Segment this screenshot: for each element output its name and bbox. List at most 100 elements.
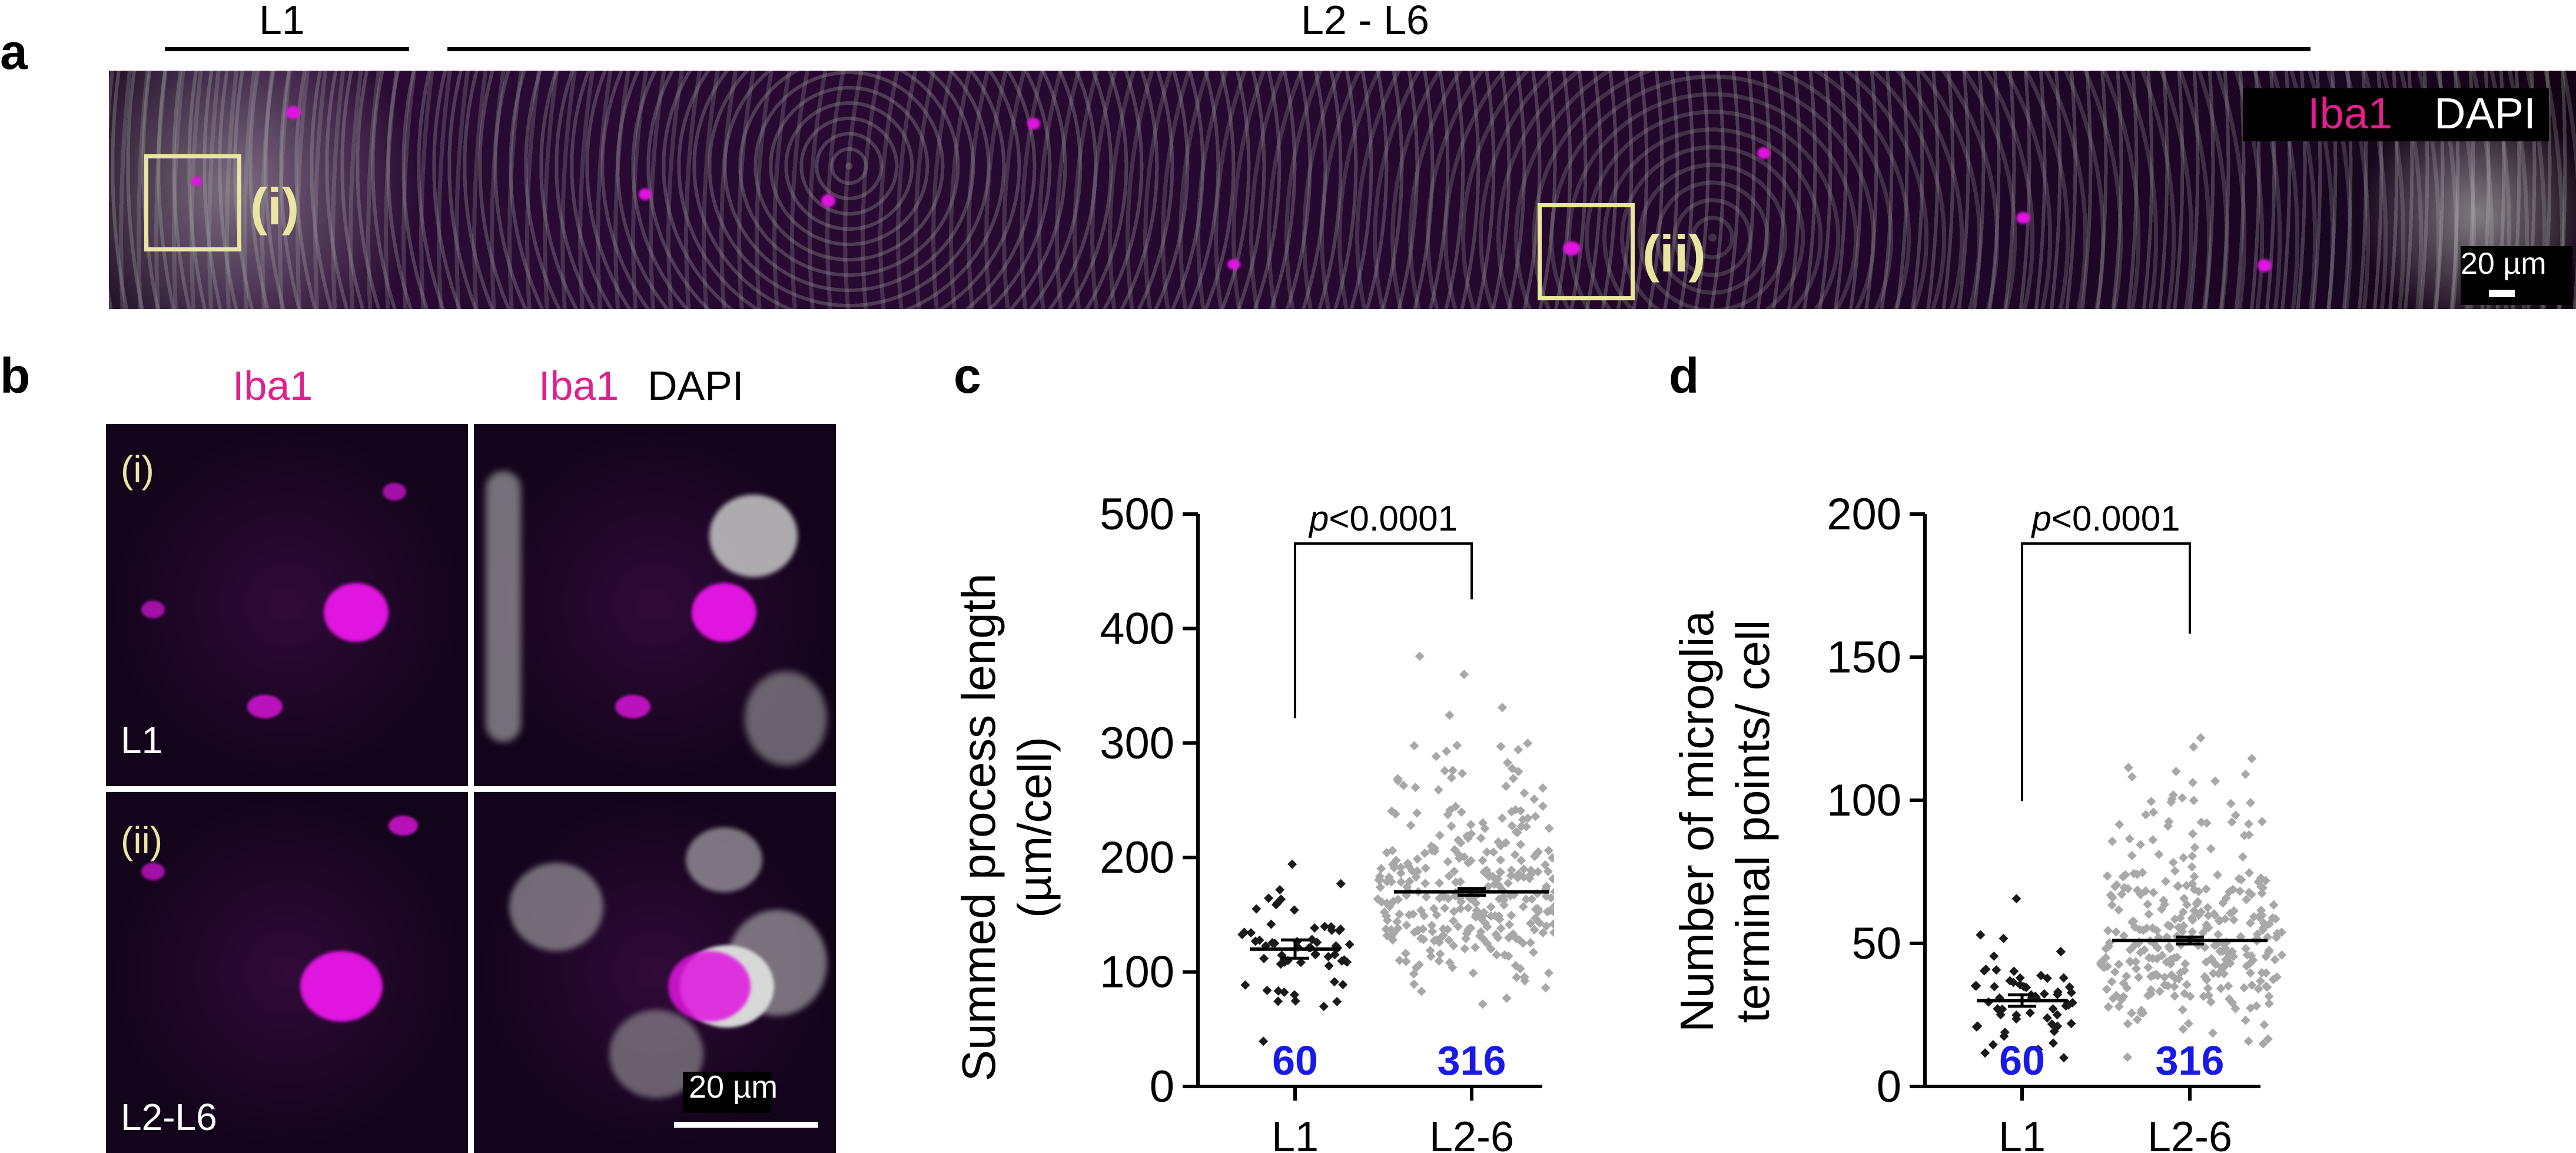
chart-c-point <box>1393 774 1403 784</box>
chart-d-point <box>2207 955 2217 965</box>
chart-c-point <box>1390 862 1400 872</box>
chart-c-ylabel-line1: Summed process length <box>952 574 1005 1082</box>
chart-c-point <box>1471 898 1481 908</box>
chart-c-point <box>1381 924 1391 934</box>
chart-d-point <box>2189 906 2199 916</box>
chart-d-point <box>2178 1024 2188 1034</box>
chart-d-point <box>2225 887 2235 897</box>
chart-d-n-label-L2-6: 316 <box>2156 1038 2225 1084</box>
chart-c-point <box>1478 911 1488 921</box>
chart-d-point <box>2137 867 2147 877</box>
chart-c-point <box>1547 853 1554 863</box>
chart-c-point <box>1456 897 1466 907</box>
chart-d-point <box>2119 992 2129 1002</box>
chart-c-point <box>1264 893 1274 903</box>
chart-d-points-L2-6 <box>2096 733 2287 1062</box>
chart-c-point <box>1542 907 1552 917</box>
chart-d-point <box>2252 929 2262 939</box>
chart-d-point <box>2163 920 2173 930</box>
chart-c-point <box>1494 911 1504 921</box>
chart-d-point <box>2125 956 2135 966</box>
chart-c-point <box>1396 863 1406 873</box>
chart-d-point <box>2208 968 2218 978</box>
chart-d-point <box>2169 982 2179 992</box>
chart-c-point <box>1464 924 1474 934</box>
chart-d-point <box>2048 1004 2058 1014</box>
chart-c-ylabel-line2: (µm/cell) <box>1008 737 1061 918</box>
chart-d-point <box>1981 964 1991 974</box>
microglia-l1-merge-image <box>474 424 836 786</box>
chart-c-point <box>1237 929 1247 939</box>
chart-c-point <box>1482 865 1492 875</box>
chart-d-point <box>2193 910 2203 920</box>
chart-c-point <box>1513 767 1523 777</box>
chart-d-ylabel-line1: Number of microglia <box>1671 611 1723 1032</box>
chart-d-point <box>2189 872 2199 882</box>
chart-c-point <box>1444 871 1454 881</box>
chart-c-point <box>1460 944 1470 954</box>
chart-c-n-label-L2-6: 316 <box>1438 1038 1506 1084</box>
chart-c-point <box>1421 892 1431 902</box>
chart-d-point <box>2182 880 2192 890</box>
chart-c-point <box>1510 850 1520 860</box>
chart-c-ytick-label-1: 100 <box>1100 947 1174 998</box>
chart-d-point <box>2263 1034 2273 1044</box>
chart-d-point <box>2243 1036 2253 1046</box>
chart-d-ytick-label-1: 50 <box>1851 919 1901 969</box>
chart-d-point <box>2152 925 2162 935</box>
chart-d-point <box>2148 970 2158 980</box>
chart-c-point <box>1486 911 1496 921</box>
chart-c-point <box>1519 864 1529 874</box>
chart-d-point <box>2154 849 2164 859</box>
chart-d-point <box>2132 885 2142 895</box>
chart-d-point <box>2015 980 2025 990</box>
chart-c-point <box>1529 947 1539 957</box>
chart-c-point <box>1548 874 1554 884</box>
chart-c-point <box>1450 877 1460 887</box>
scalebar-a-line <box>2489 290 2515 297</box>
chart-c-point <box>1431 751 1441 761</box>
chart-c-point <box>1493 837 1503 847</box>
chart-c-point <box>1546 893 1554 903</box>
layer-label-l1: L1 <box>259 0 305 43</box>
chart-d-point <box>2048 1038 2058 1048</box>
chart-c-point <box>1483 882 1493 892</box>
chart-c-ytick-label-3: 300 <box>1100 718 1174 768</box>
chart-d-point <box>2064 982 2074 992</box>
chart-c-point <box>1432 910 1442 920</box>
chart-c-point <box>1449 906 1459 916</box>
chart-c-point <box>1466 829 1476 839</box>
chart-d-point <box>2213 870 2223 880</box>
chart-d-point <box>2180 989 2190 999</box>
chart-d-point <box>2111 927 2121 937</box>
chart-d-point <box>2229 915 2239 925</box>
chart-c-point <box>1543 846 1553 856</box>
chart-c-point <box>1516 856 1526 866</box>
chart-d-point <box>2053 989 2063 999</box>
chart-d-point <box>2257 817 2267 827</box>
chart-c: Summed process length (µm/cell) 0 100 200 3… <box>952 489 1554 1153</box>
chart-c-point <box>1518 814 1528 824</box>
chart-c-point <box>1262 985 1272 995</box>
chart-c-point <box>1444 935 1454 945</box>
chart-c-point <box>1538 927 1548 937</box>
chart-c-point <box>1543 866 1553 876</box>
chart-d-point <box>2272 929 2282 939</box>
chart-d-point <box>2015 973 2025 983</box>
chart-c-point <box>1429 903 1439 913</box>
chart-c-point <box>1252 904 1262 914</box>
chart-d-point <box>2263 932 2273 942</box>
chart-d-point <box>2244 830 2254 840</box>
chart-c-point <box>1543 968 1553 978</box>
layer-bar-l1 <box>165 47 409 51</box>
chart-d-point <box>2146 989 2156 999</box>
chart-d-point <box>2242 950 2252 960</box>
chart-c-point <box>1449 916 1459 926</box>
chart-d-point <box>2182 980 2192 990</box>
chart-d-point <box>2161 876 2171 886</box>
scalebar-a-label: 20 µm <box>2461 247 2547 281</box>
chart-c-point <box>1549 927 1554 937</box>
chart-d-point <box>2224 949 2234 959</box>
chart-d-point <box>2134 972 2144 982</box>
chart-d-point <box>2180 966 2190 976</box>
